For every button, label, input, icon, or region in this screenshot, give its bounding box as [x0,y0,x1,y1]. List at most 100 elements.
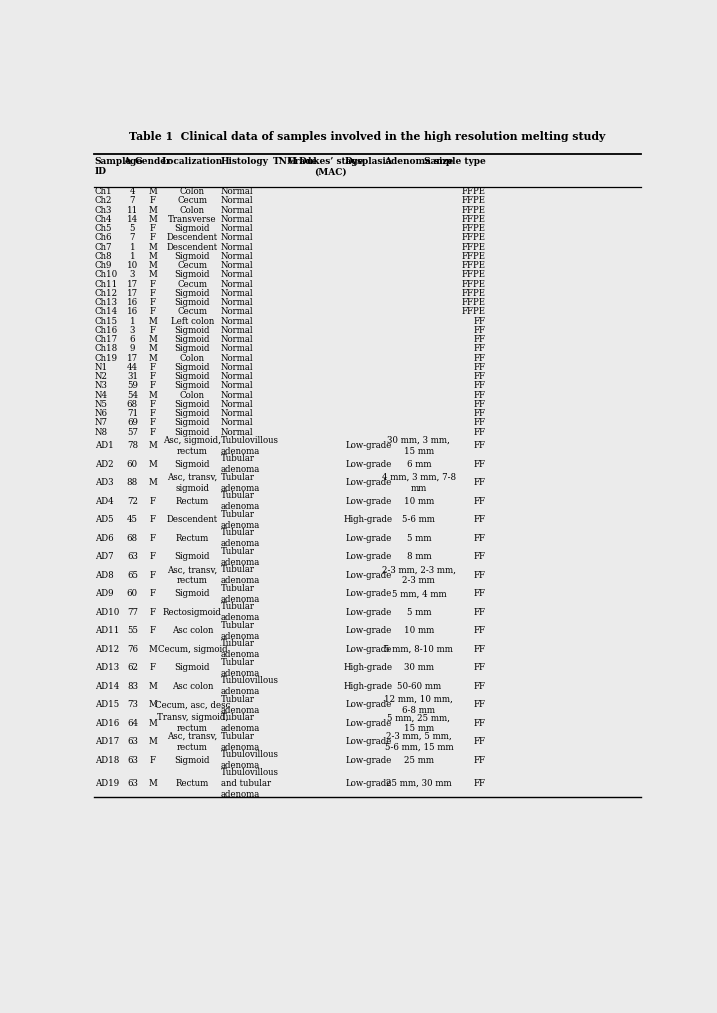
Text: Cecum: Cecum [177,307,207,316]
Text: F: F [150,280,156,289]
Text: F: F [150,326,156,335]
Text: 62: 62 [127,664,138,673]
Text: FF: FF [474,590,486,599]
Text: F: F [150,233,156,242]
Text: 2-3 mm, 5 mm,
5-6 mm, 15 mm: 2-3 mm, 5 mm, 5-6 mm, 15 mm [384,731,453,752]
Text: FFPE: FFPE [462,252,486,261]
Text: High-grade: High-grade [343,516,393,525]
Text: 5 mm, 8-10 mm: 5 mm, 8-10 mm [384,644,453,653]
Text: Normal: Normal [221,427,253,437]
Text: Normal: Normal [221,363,253,372]
Text: Cecum, sigmoid: Cecum, sigmoid [158,644,227,653]
Text: Rectum: Rectum [176,496,209,505]
Text: Ch6: Ch6 [95,233,112,242]
Text: Low-grade: Low-grade [345,737,391,747]
Text: 5 mm, 4 mm: 5 mm, 4 mm [391,590,446,599]
Text: Age: Age [123,157,142,166]
Text: M: M [148,700,157,709]
Text: Low-grade: Low-grade [345,478,391,487]
Text: Descendent: Descendent [167,233,218,242]
Text: Sigmoid: Sigmoid [175,326,210,335]
Text: Sigmoid: Sigmoid [175,552,210,561]
Text: Rectum: Rectum [176,779,209,788]
Text: N4: N4 [95,391,108,399]
Text: Sigmoid: Sigmoid [175,252,210,261]
Text: 8 mm: 8 mm [407,552,431,561]
Text: M: M [148,344,157,354]
Text: 30 mm: 30 mm [404,664,434,673]
Text: FF: FF [474,326,486,335]
Text: M: M [148,460,157,469]
Text: High-grade: High-grade [343,664,393,673]
Text: N5: N5 [95,400,108,409]
Text: Sample type: Sample type [424,157,486,166]
Text: F: F [150,664,156,673]
Text: F: F [150,372,156,381]
Text: M: M [148,478,157,487]
Text: Descendent: Descendent [167,243,218,251]
Text: 14: 14 [127,215,138,224]
Text: F: F [150,552,156,561]
Text: 63: 63 [127,756,138,765]
Text: Tubular
adenoma: Tubular adenoma [221,473,260,492]
Text: Ch4: Ch4 [95,215,112,224]
Text: Normal: Normal [221,326,253,335]
Text: Normal: Normal [221,215,253,224]
Text: FFPE: FFPE [462,270,486,280]
Text: AD7: AD7 [95,552,113,561]
Text: FF: FF [474,317,486,325]
Text: Low-grade: Low-grade [345,496,391,505]
Text: 5-6 mm: 5-6 mm [402,516,435,525]
Text: AD13: AD13 [95,664,119,673]
Text: Tubular
adenoma: Tubular adenoma [221,621,260,640]
Text: Sample
ID: Sample ID [95,157,132,176]
Text: Sigmoid: Sigmoid [175,664,210,673]
Text: AD4: AD4 [95,496,113,505]
Text: FF: FF [474,608,486,617]
Text: 16: 16 [127,307,138,316]
Text: Cecum: Cecum [177,261,207,270]
Text: Asc colon: Asc colon [172,626,213,635]
Text: Normal: Normal [221,335,253,344]
Text: Normal: Normal [221,298,253,307]
Text: Low-grade: Low-grade [345,756,391,765]
Text: FF: FF [474,664,486,673]
Text: Descendent: Descendent [167,516,218,525]
Text: Normal: Normal [221,344,253,354]
Text: M: M [148,442,157,451]
Text: Cecum: Cecum [177,197,207,206]
Text: 63: 63 [127,737,138,747]
Text: 1: 1 [130,243,136,251]
Text: AD2: AD2 [95,460,113,469]
Text: AD15: AD15 [95,700,119,709]
Text: F: F [150,409,156,418]
Text: TNM: TNM [273,157,298,166]
Text: Low-grade: Low-grade [345,644,391,653]
Text: FF: FF [474,400,486,409]
Text: M: M [148,682,157,691]
Text: Ch9: Ch9 [95,261,112,270]
Text: M: M [148,215,157,224]
Text: Normal: Normal [221,280,253,289]
Text: 71: 71 [127,409,138,418]
Text: 50-60 mm: 50-60 mm [397,682,441,691]
Text: Normal: Normal [221,224,253,233]
Text: Tubular
adenoma: Tubular adenoma [221,657,260,678]
Text: N1: N1 [95,363,108,372]
Text: 88: 88 [127,478,138,487]
Text: 60: 60 [127,590,138,599]
Text: M: M [148,779,157,788]
Text: F: F [150,418,156,427]
Text: FFPE: FFPE [462,224,486,233]
Text: 45: 45 [127,516,138,525]
Text: 1: 1 [130,252,136,261]
Text: FF: FF [474,570,486,579]
Text: 17: 17 [127,354,138,363]
Text: 73: 73 [127,700,138,709]
Text: Tubulovillous
adenoma: Tubulovillous adenoma [221,436,279,456]
Text: FF: FF [474,516,486,525]
Text: AD14: AD14 [95,682,119,691]
Text: FFPE: FFPE [462,233,486,242]
Text: Tubular
adenoma: Tubular adenoma [221,639,260,659]
Text: F: F [150,570,156,579]
